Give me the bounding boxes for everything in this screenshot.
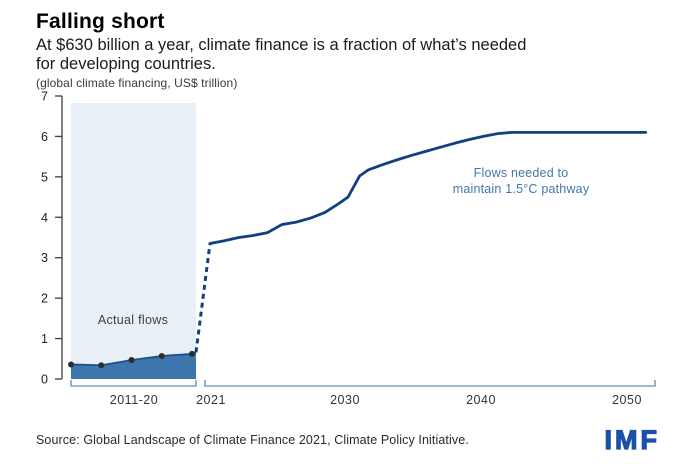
actual-flow-point <box>189 350 195 357</box>
needed-flows-line1: Flows needed to <box>473 166 569 180</box>
y-tick-label: 1 <box>41 332 48 346</box>
chart-header: Falling short At $630 billion a year, cl… <box>36 10 656 90</box>
x-tick-label: 2021 <box>196 393 226 407</box>
actual-flows-area <box>71 352 196 379</box>
source-note: Source: Global Landscape of Climate Fina… <box>36 433 469 447</box>
units-note: (global climate financing, US$ trillion) <box>36 76 238 91</box>
needed-flows-line2: maintain 1.5°C pathway <box>452 181 590 196</box>
x-tick-label: 2030 <box>330 393 360 407</box>
bracket-2021-2050 <box>204 380 656 387</box>
actual-period-band <box>71 103 196 379</box>
y-tick-label: 0 <box>41 373 48 387</box>
actual-flow-point <box>128 356 135 363</box>
needed-flows-annotation: Flows needed to maintain 1.5°C pathway <box>436 166 606 197</box>
page-title: Falling short <box>36 10 165 33</box>
actual-flows-label: Actual flows <box>97 313 169 327</box>
footer-row: Source: Global Landscape of Climate Fina… <box>36 424 660 456</box>
y-tick-label: 5 <box>41 170 48 184</box>
bracket-2011-20 <box>70 380 197 387</box>
y-tick-label: 7 <box>41 89 48 103</box>
x-tick-label: 2040 <box>466 393 496 407</box>
imf-logo: IMF <box>604 424 660 455</box>
x-tick-label: 2011-20 <box>110 393 158 407</box>
y-tick-label: 4 <box>41 211 48 225</box>
actual-flow-point <box>68 361 74 368</box>
y-tick-label: 6 <box>41 130 48 144</box>
transition-dashed-line <box>194 243 212 353</box>
x-tick-label: 2050 <box>612 393 642 407</box>
chart-subtitle: At $630 billion a year, climate finance … <box>36 36 527 73</box>
actual-flow-point <box>98 362 105 369</box>
actual-flow-point <box>158 352 165 359</box>
y-tick-label: 2 <box>41 292 48 306</box>
y-tick-label: 3 <box>41 251 48 265</box>
needed-flows-line <box>208 130 648 245</box>
